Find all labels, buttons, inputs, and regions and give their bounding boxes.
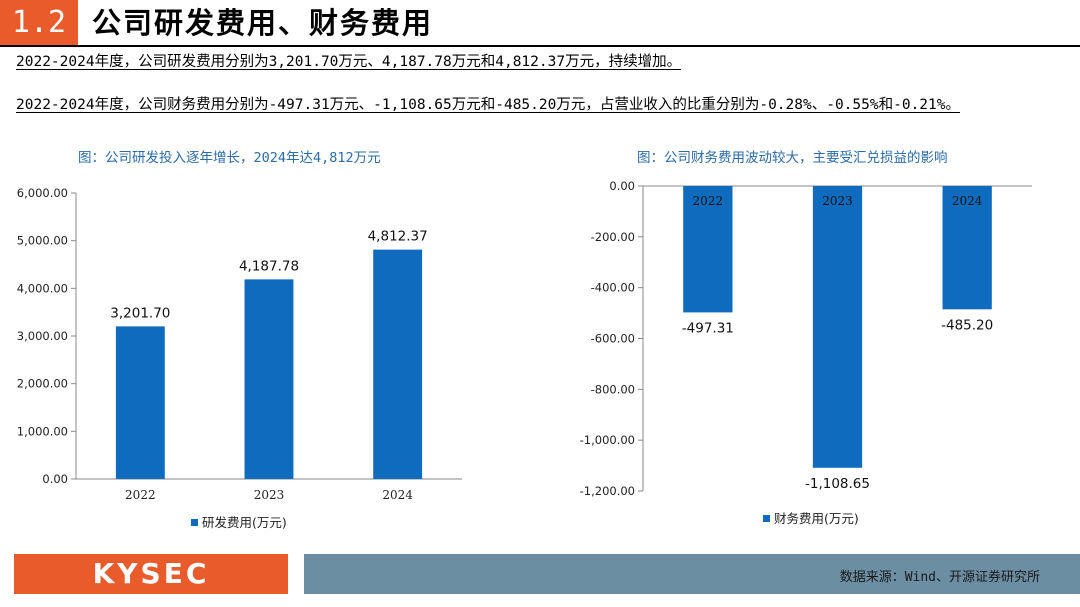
rd-chart-y-tick-label: 5,000.00 xyxy=(17,234,68,248)
data-source-note: 数据来源：Wind、开源证券研究所 xyxy=(839,570,1040,585)
finance-chart-legend-swatch xyxy=(763,515,770,522)
rd-chart-legend-swatch xyxy=(191,519,198,526)
finance-chart-bar-2024 xyxy=(942,186,992,310)
kysec-logo: KYSEC xyxy=(14,554,288,594)
finance-chart-y-tick-label: -800.00 xyxy=(591,382,635,396)
rd-chart-y-tick-label: 1,000.00 xyxy=(17,424,68,438)
rd-chart-value-label: 3,201.70 xyxy=(110,305,170,321)
page-title: 公司研发费用、财务费用 xyxy=(92,6,434,40)
rd-expense-chart: 0.00 1,000.00 2,000.00 3,000.00 4,000.00 5,00… xyxy=(17,186,462,530)
finance-chart-caption: 图：公司财务费用波动较大，主要受汇兑损益的影响 xyxy=(637,150,948,166)
finance-chart-value-label: -485.20 xyxy=(941,317,993,333)
finance-chart-category-label: 2024 xyxy=(952,194,983,208)
finance-expense-chart: 0.00 -200.00 -400.00 -600.00 -800.00 -1,000.0… xyxy=(580,179,1032,526)
finance-chart-value-label: -497.31 xyxy=(682,320,734,336)
finance-chart-bar-2022 xyxy=(683,186,733,313)
rd-chart-category-label: 2022 xyxy=(125,488,156,502)
title-divider xyxy=(0,45,1080,47)
rd-expense-paragraph: 2022-2024年度，公司研发费用分别为3,201.70万元、4,187.78… xyxy=(16,54,682,70)
finance-chart-y-tick-label: -1,000.00 xyxy=(580,433,635,447)
rd-chart-value-label: 4,812.37 xyxy=(368,229,428,245)
rd-chart-caption: 图：公司研发投入逐年增长，2024年达4,812万元 xyxy=(78,150,381,166)
finance-chart-y-tick-label: -600.00 xyxy=(591,332,635,346)
rd-chart-y-tick-label: 6,000.00 xyxy=(17,186,68,200)
finance-expense-paragraph: 2022-2024年度，公司财务费用分别为-497.31万元、-1,108.65… xyxy=(16,97,960,113)
section-number-badge: 1.2 xyxy=(0,0,78,45)
finance-chart-y-tick-label: 0.00 xyxy=(609,179,635,193)
finance-chart-y-tick-label: -200.00 xyxy=(591,230,635,244)
rd-chart-value-label: 4,187.78 xyxy=(239,258,299,274)
finance-chart-value-label: -1,108.65 xyxy=(805,476,870,492)
rd-chart-y-tick-label: 3,000.00 xyxy=(17,329,68,343)
footer-bar: 数据来源：Wind、开源证券研究所 xyxy=(304,554,1080,594)
rd-chart-category-label: 2024 xyxy=(382,488,413,502)
finance-chart-category-label: 2022 xyxy=(693,194,724,208)
rd-chart-legend-label: 研发费用(万元) xyxy=(202,515,287,530)
rd-chart-bar-2022 xyxy=(115,326,165,479)
finance-chart-y-tick-label: -400.00 xyxy=(591,281,635,295)
rd-chart-bar-2023 xyxy=(244,279,294,479)
rd-chart-y-tick-label: 4,000.00 xyxy=(17,281,68,295)
finance-chart-bar-2023 xyxy=(812,186,863,468)
rd-chart-y-tick-label: 0.00 xyxy=(42,472,68,486)
rd-chart-bar-2024 xyxy=(373,249,423,479)
finance-chart-legend-label: 财务费用(万元) xyxy=(774,511,859,526)
rd-chart-y-tick-label: 2,000.00 xyxy=(17,377,68,391)
finance-chart-y-tick-label: -1,200.00 xyxy=(580,484,635,498)
finance-chart-category-label: 2023 xyxy=(822,194,853,208)
rd-chart-category-label: 2023 xyxy=(254,488,285,502)
